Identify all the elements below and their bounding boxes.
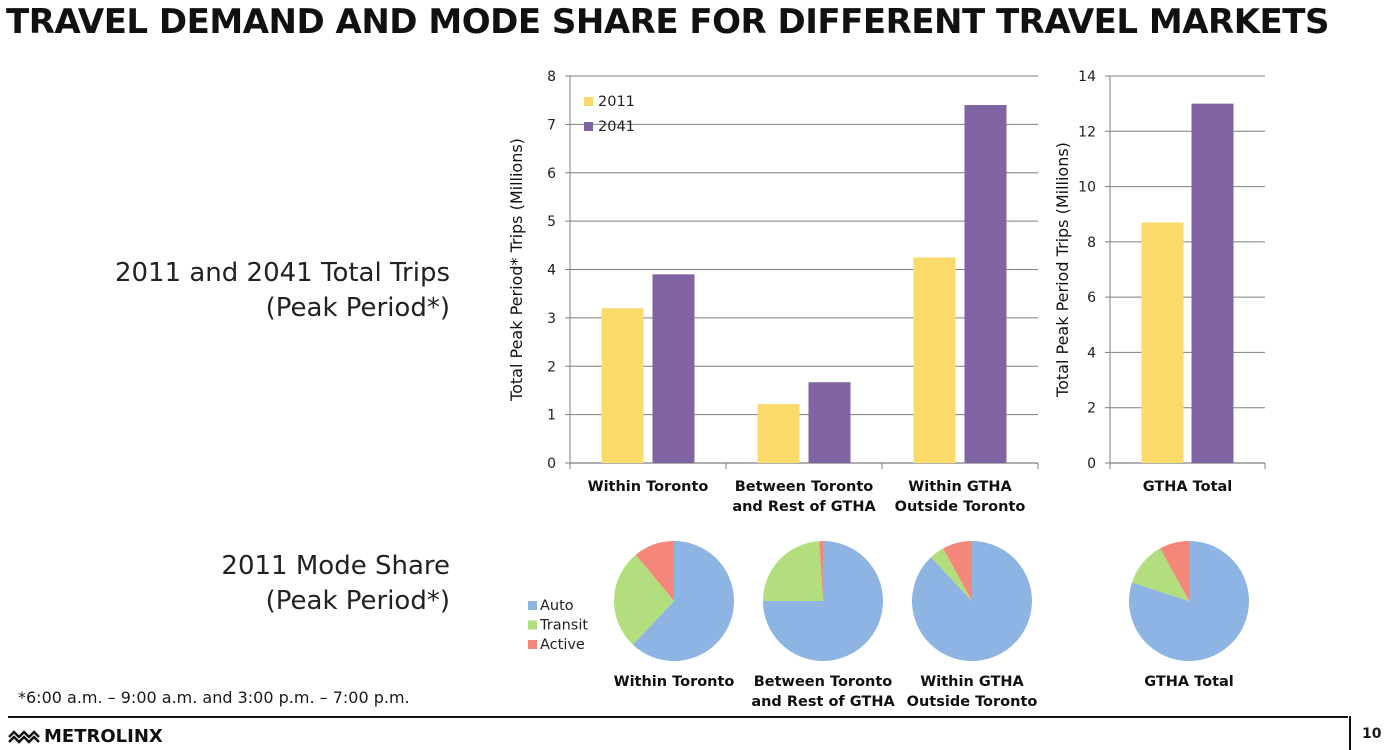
pie-slice-transit bbox=[930, 548, 972, 601]
section-label-total-trips: 2011 and 2041 Total Trips (Peak Period*) bbox=[115, 256, 450, 326]
x-category-label: and Rest of GTHA bbox=[732, 499, 876, 515]
y-tick-label: 14 bbox=[1078, 69, 1096, 85]
pie-label: Within Toronto bbox=[614, 674, 735, 690]
y-tick-label: 1 bbox=[547, 408, 556, 424]
legend-label: Auto bbox=[540, 598, 574, 614]
y-tick-label: 12 bbox=[1078, 124, 1096, 140]
x-category-label: Within GTHA bbox=[908, 479, 1012, 495]
legend-label: 2011 bbox=[598, 94, 635, 110]
y-tick-label: 0 bbox=[547, 456, 556, 472]
y-axis-label: Total Peak Period* Trips (Millions) bbox=[507, 138, 526, 402]
legend-swatch-transit bbox=[528, 620, 537, 630]
section-label-line: (Peak Period*) bbox=[265, 293, 450, 323]
legend-label: Active bbox=[540, 637, 585, 653]
pie-label: Within GTHA bbox=[920, 674, 1024, 690]
x-category-label: GTHA Total bbox=[1143, 479, 1233, 495]
page-number: 10 bbox=[1362, 726, 1382, 742]
y-tick-label: 4 bbox=[547, 263, 556, 279]
logo-text: METROLINX bbox=[44, 725, 163, 747]
metrolinx-logo-icon bbox=[8, 730, 40, 744]
page-title: TRAVEL DEMAND AND MODE SHARE FOR DIFFERE… bbox=[6, 2, 1329, 42]
bar-2011 bbox=[757, 403, 800, 463]
y-tick-label: 5 bbox=[547, 214, 556, 230]
y-tick-label: 2 bbox=[547, 359, 556, 375]
bar-2041 bbox=[652, 274, 695, 463]
section-label-mode-share: 2011 Mode Share (Peak Period*) bbox=[221, 549, 450, 619]
y-tick-label: 7 bbox=[547, 117, 556, 133]
bar-2041 bbox=[808, 382, 851, 463]
bar-2011 bbox=[913, 257, 956, 463]
pie-label: and Rest of GTHA bbox=[751, 694, 895, 710]
pie-slice-active bbox=[635, 541, 674, 601]
pie-slice-active bbox=[1160, 541, 1189, 601]
pie-slice-auto bbox=[632, 541, 734, 661]
pie-slice-transit bbox=[1131, 548, 1189, 601]
y-tick-label: 6 bbox=[547, 166, 556, 182]
legend-swatch-2011 bbox=[584, 97, 593, 106]
section-label-line: (Peak Period*) bbox=[265, 586, 450, 616]
footnote: *6:00 a.m. – 9:00 a.m. and 3:00 p.m. – 7… bbox=[18, 688, 410, 707]
y-tick-label: 6 bbox=[1087, 290, 1096, 306]
section-label-line: 2011 and 2041 Total Trips bbox=[114, 258, 450, 288]
section-label-line: 2011 Mode Share bbox=[221, 551, 450, 581]
y-tick-label: 0 bbox=[1087, 456, 1096, 472]
pie-label: GTHA Total bbox=[1144, 674, 1234, 690]
pie-label: Between Toronto bbox=[754, 674, 893, 690]
footer-divider bbox=[8, 716, 1348, 718]
legend-swatch-active bbox=[528, 640, 537, 649]
x-category-label: Outside Toronto bbox=[895, 499, 1026, 515]
legend-label: 2041 bbox=[598, 119, 635, 135]
y-tick-label: 2 bbox=[1087, 401, 1096, 417]
y-tick-label: 4 bbox=[1087, 345, 1096, 361]
y-tick-label: 3 bbox=[547, 311, 556, 327]
metrolinx-logo: METROLINX bbox=[8, 724, 163, 748]
pie-label: Outside Toronto bbox=[907, 694, 1038, 710]
pie-slice-active bbox=[819, 541, 823, 601]
legend-label: Transit bbox=[539, 618, 588, 634]
legend-swatch-auto bbox=[528, 601, 537, 610]
pie-slice-transit bbox=[614, 554, 674, 645]
bar-2011 bbox=[1141, 222, 1184, 463]
x-category-label: Within Toronto bbox=[588, 479, 709, 495]
pie-slice-transit bbox=[763, 541, 823, 601]
pie-slice-auto bbox=[1129, 541, 1250, 662]
bar-2041 bbox=[964, 105, 1007, 464]
legend-swatch-2041 bbox=[584, 122, 593, 131]
y-tick-label: 8 bbox=[547, 69, 556, 85]
bar-2011 bbox=[601, 308, 644, 463]
y-axis-label: Total Peak Period Trips (Millions) bbox=[1053, 142, 1072, 398]
pie-slice-active bbox=[943, 541, 972, 601]
bar-2041 bbox=[1191, 103, 1234, 464]
y-tick-label: 10 bbox=[1078, 180, 1096, 196]
y-tick-label: 8 bbox=[1087, 235, 1096, 251]
footer-divider-tick bbox=[1349, 716, 1351, 750]
x-category-label: Between Toronto bbox=[735, 479, 874, 495]
